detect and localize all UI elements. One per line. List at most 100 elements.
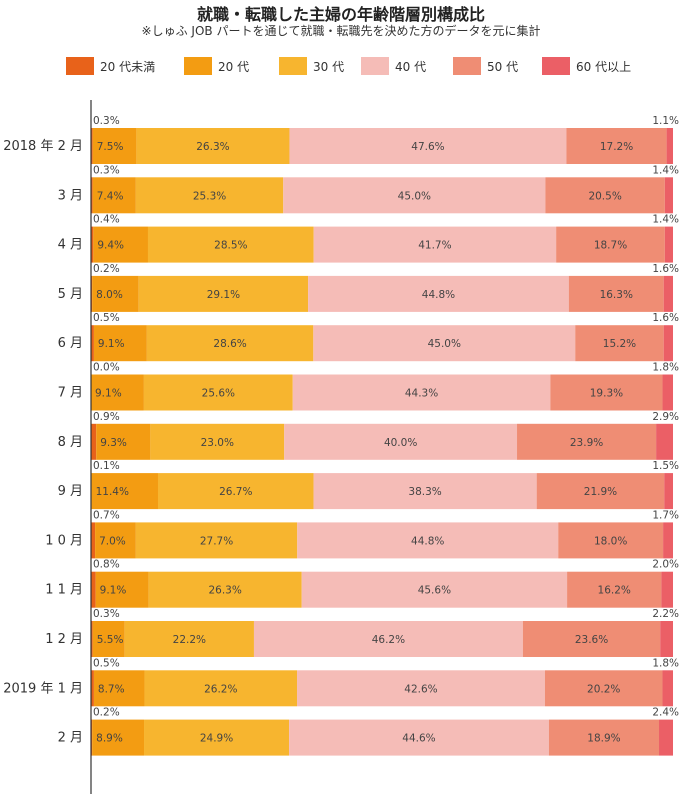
data-label-r5-30代: 28.6% — [213, 338, 246, 350]
data-label-r3-60代以上: 1.4% — [652, 214, 679, 226]
bar-segment-r11-30代 — [124, 621, 254, 657]
data-label-r6-60代以上: 1.8% — [652, 362, 679, 374]
data-label-r10-50代: 16.2% — [598, 585, 631, 597]
data-label-r3-20代未満: 0.4% — [93, 214, 120, 226]
data-label-r7-60代以上: 2.9% — [652, 411, 679, 423]
bar-segment-r1-20代 — [92, 128, 137, 164]
data-label-r10-40代: 45.6% — [418, 585, 451, 597]
data-label-r8-50代: 21.9% — [584, 486, 617, 498]
legend-swatch-5 — [453, 57, 481, 75]
bar-segment-r9-50代 — [558, 522, 664, 559]
bar-segment-r9-30代 — [135, 522, 298, 559]
bar-segment-r5-60代以上 — [663, 325, 673, 362]
data-label-r7-50代: 23.9% — [570, 437, 603, 449]
bar-segment-r9-20代未満 — [91, 522, 96, 559]
bar-segment-r8-60代以上 — [664, 473, 673, 510]
bar-segment-r7-30代 — [150, 423, 285, 460]
bar-segment-r5-20代 — [93, 325, 147, 362]
data-label-r10-30代: 26.3% — [208, 585, 241, 597]
bar-segment-r12-50代 — [544, 670, 663, 707]
data-label-r10-60代以上: 2.0% — [652, 559, 679, 571]
bar-segment-r5-50代 — [575, 325, 664, 362]
legend-swatch-1 — [66, 57, 94, 75]
data-label-r4-20代: 8.0% — [96, 289, 123, 301]
data-label-r9-20代未満: 0.7% — [93, 509, 120, 521]
bar-segment-r5-40代 — [313, 325, 576, 362]
category-label-r2: 3 月 — [58, 188, 83, 203]
bar-segment-r1-50代 — [566, 128, 667, 164]
bar-segment-r13-50代 — [548, 719, 660, 756]
data-label-r9-30代: 27.7% — [200, 535, 233, 547]
category-label-r10: 1 1 月 — [45, 583, 83, 598]
bar-segment-r6-40代 — [292, 374, 551, 411]
bar-segment-r1-40代 — [289, 128, 567, 164]
category-label-r3: 4 月 — [58, 238, 83, 253]
data-label-r2-60代以上: 1.4% — [652, 164, 679, 176]
bar-segment-r10-40代 — [301, 571, 568, 608]
data-label-r3-40代: 41.7% — [418, 240, 451, 252]
bar-segment-r4-50代 — [568, 275, 664, 312]
chart-legend: 20 代未満 20 代 30 代 40 代 50 代 60 代以上 — [66, 57, 631, 75]
data-label-r12-20代未満: 0.5% — [93, 657, 120, 669]
data-label-r2-50代: 20.5% — [588, 190, 621, 202]
bar-segment-r6-60代以上 — [662, 374, 673, 411]
data-label-r4-50代: 16.3% — [600, 289, 633, 301]
data-label-r5-40代: 45.0% — [428, 338, 461, 350]
bar-segment-r2-60代以上 — [664, 177, 673, 214]
data-label-r10-20代: 9.1% — [100, 585, 127, 597]
data-label-r1-60代以上: 1.1% — [652, 115, 679, 127]
bar-segment-r3-50代 — [556, 226, 665, 263]
bar-segment-r7-50代 — [517, 423, 657, 460]
bar-segment-r7-20代未満 — [91, 423, 97, 460]
data-label-r1-20代: 7.5% — [97, 141, 124, 153]
data-label-r12-20代: 8.7% — [98, 683, 125, 695]
data-label-r1-30代: 26.3% — [196, 141, 229, 153]
bar-segment-r3-40代 — [313, 226, 557, 263]
bar-segment-r2-20代 — [92, 177, 136, 214]
data-label-r13-40代: 44.6% — [402, 733, 435, 745]
data-label-r13-20代未満: 0.2% — [93, 707, 120, 719]
legend-label-2: 20 代 — [218, 60, 249, 74]
bar-segment-r6-50代 — [550, 374, 663, 411]
bar-segment-r10-20代 — [95, 571, 149, 608]
data-label-r8-20代未満: 0.1% — [93, 460, 120, 472]
data-label-r12-60代以上: 1.8% — [652, 657, 679, 669]
category-label-r11: 1 2 月 — [45, 632, 83, 647]
data-label-r6-30代: 25.6% — [202, 388, 235, 400]
data-label-r7-20代未満: 0.9% — [93, 411, 120, 423]
bar-segment-r4-40代 — [308, 275, 569, 312]
data-label-r11-50代: 23.6% — [575, 634, 608, 646]
bar-segment-r7-20代 — [96, 423, 151, 460]
data-label-r4-60代以上: 1.6% — [652, 263, 679, 275]
bar-segment-r2-50代 — [545, 177, 665, 214]
data-label-r8-30代: 26.7% — [219, 486, 252, 498]
bar-segment-r8-50代 — [536, 473, 665, 510]
bar-segment-r11-60代以上 — [660, 621, 673, 657]
bar-segment-r12-20代未満 — [91, 670, 94, 707]
legend-swatch-4 — [361, 57, 389, 75]
bar-segment-r13-20代 — [92, 719, 145, 756]
bar-segment-r5-30代 — [146, 325, 314, 362]
data-label-r12-40代: 42.6% — [404, 683, 437, 695]
data-label-r13-20代: 8.9% — [96, 733, 123, 745]
bar-segment-r7-40代 — [284, 423, 518, 460]
bar-segment-r10-20代未満 — [91, 571, 96, 608]
chart-title: 就職・転職した主婦の年齢階層別構成比 — [196, 5, 485, 24]
data-label-r6-40代: 44.3% — [405, 388, 438, 400]
data-label-r5-20代未満: 0.5% — [93, 312, 120, 324]
data-label-r8-40代: 38.3% — [408, 486, 441, 498]
bar-segment-r3-20代 — [93, 226, 148, 263]
data-label-r9-60代以上: 1.7% — [652, 509, 679, 521]
bar-segment-r12-30代 — [144, 670, 298, 707]
legend-label-4: 40 代 — [395, 60, 426, 74]
data-label-r2-40代: 45.0% — [398, 190, 431, 202]
legend-swatch-3 — [279, 57, 307, 75]
data-label-r10-20代未満: 0.8% — [93, 559, 120, 571]
data-label-r5-60代以上: 1.6% — [652, 312, 679, 324]
data-label-r4-40代: 44.8% — [422, 289, 455, 301]
bar-segment-r13-40代 — [289, 719, 549, 756]
data-label-r8-60代以上: 1.5% — [652, 460, 679, 472]
data-label-r4-30代: 29.1% — [207, 289, 240, 301]
bar-segment-r8-30代 — [158, 473, 314, 510]
bar-segment-r13-30代 — [144, 719, 290, 756]
